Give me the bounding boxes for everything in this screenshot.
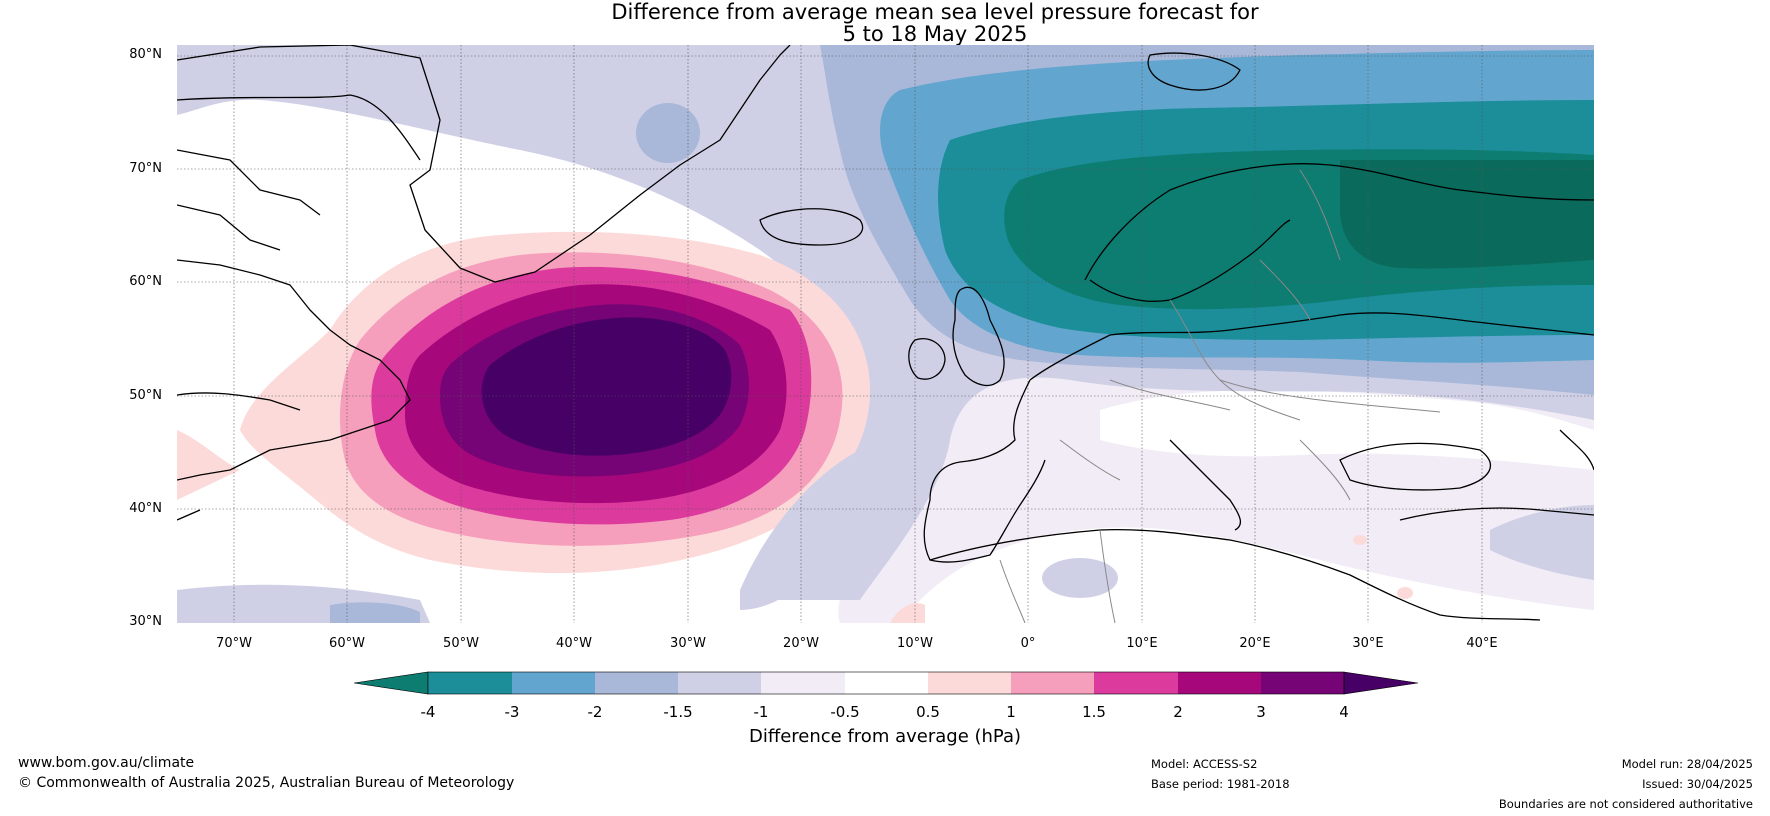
colorbar-tick: -1.5 [663, 703, 693, 721]
colorbar-high-extend [1343, 671, 1419, 695]
pressure-anomaly-field [177, 45, 1594, 623]
footer-disclaimer: Boundaries are not considered authoritat… [1498, 797, 1753, 811]
lon-label-20w: 20°W [783, 636, 819, 651]
lat-label-80n: 80°N [129, 47, 162, 62]
footer-issued: Issued: 30/04/2025 [1642, 777, 1753, 791]
lon-label-30e: 30°E [1352, 636, 1384, 651]
lon-label-30w: 30°W [670, 636, 706, 651]
colorbar-tick: -1 [753, 703, 769, 721]
lon-label-50w: 50°W [443, 636, 479, 651]
lon-label-40w: 40°W [556, 636, 592, 651]
colorbar-tick: 1 [1006, 703, 1016, 721]
footer-copyright: © Commonwealth of Australia 2025, Austra… [18, 775, 515, 791]
coastlines [177, 45, 1594, 621]
footer-model-run: Model run: 28/04/2025 [1621, 757, 1753, 771]
lon-label-0: 0° [1020, 636, 1036, 651]
lon-label-10w: 10°W [897, 636, 933, 651]
colorbar-tick: 4 [1339, 703, 1349, 721]
lon-label-70w: 70°W [216, 636, 252, 651]
lat-label-50n: 50°N [129, 388, 162, 403]
colorbar-tick: -0.5 [830, 703, 860, 721]
lon-label-20e: 20°E [1239, 636, 1271, 651]
colorbar-low-extend [353, 671, 429, 695]
footer-model: Model: ACCESS-S2 [1151, 757, 1258, 771]
lat-label-70n: 70°N [129, 161, 162, 176]
lat-label-30n: 30°N [129, 614, 162, 629]
map-title-line2: 5 to 18 May 2025 [842, 22, 1028, 46]
lat-label-60n: 60°N [129, 274, 162, 289]
colorbar-tick: 3 [1256, 703, 1266, 721]
colorbar-tick: -4 [420, 703, 436, 721]
colorbar-tick: -3 [504, 703, 520, 721]
colorbar-tick: -2 [587, 703, 603, 721]
colorbar-tick: 2 [1173, 703, 1183, 721]
colorbar [353, 671, 1419, 695]
map-title-line1: Difference from average mean sea level p… [611, 0, 1259, 24]
lat-label-40n: 40°N [129, 501, 162, 516]
lon-label-60w: 60°W [329, 636, 365, 651]
colorbar-tick: 0.5 [916, 703, 940, 721]
footer-url[interactable]: www.bom.gov.au/climate [18, 755, 195, 771]
footer-base-period: Base period: 1981-2018 [1151, 777, 1290, 791]
colorbar-tick: 1.5 [1082, 703, 1106, 721]
lon-label-10e: 10°E [1126, 636, 1158, 651]
lon-label-40e: 40°E [1466, 636, 1498, 651]
country-borders [999, 169, 1441, 623]
colorbar-label: Difference from average (hPa) [748, 726, 1022, 747]
